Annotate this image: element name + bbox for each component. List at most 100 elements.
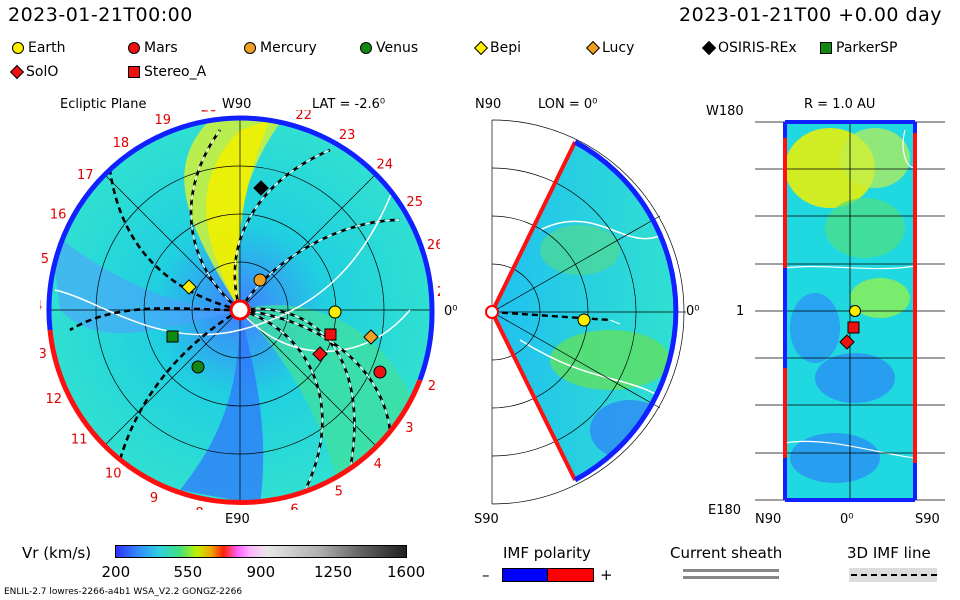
w180-label: W180 [706, 104, 744, 119]
imf-3d-label: 3D IMF line [847, 544, 931, 562]
carrington-label: 10 [105, 466, 122, 481]
velocity-colorbar [115, 545, 407, 558]
colorbar-tick-label: 900 [246, 563, 276, 581]
n90-label-2: N90 [475, 97, 502, 112]
carrington-label: 9 [150, 491, 158, 506]
legend-item-venus: Venus [360, 40, 418, 56]
solo-marker-3[interactable] [839, 334, 855, 350]
carrington-label: 8 [195, 506, 203, 510]
legend-label: Mercury [260, 40, 317, 56]
colorbar-tick-label: 200 [101, 563, 131, 581]
carrington-label: 20 [201, 110, 218, 115]
zero-label-1: 0⁰ [444, 304, 458, 319]
imf-minus-label: – [482, 566, 490, 584]
carrington-label: 16 [50, 207, 67, 222]
legend-item-earth: Earth [12, 40, 66, 56]
carrington-label: 13 [40, 347, 47, 362]
stereo-a-marker[interactable] [324, 328, 337, 341]
colorbar-tick-label: 550 [173, 563, 203, 581]
square-marker-icon [128, 66, 140, 78]
meridional-plot [485, 119, 686, 505]
sheath-line-1 [683, 569, 779, 572]
imf-polarity-label: IMF polarity [503, 544, 591, 562]
timestamp-right: 2023-01-21T00 +0.00 day [679, 4, 942, 26]
earth-marker-2[interactable] [577, 313, 591, 327]
carrington-label: 17 [77, 168, 94, 183]
s90-label-3: S90 [915, 512, 940, 527]
sun-icon [229, 299, 251, 321]
carrington-label: 6 [290, 503, 298, 510]
mars-marker[interactable] [373, 365, 387, 379]
legend-item-parkersp: ParkerSP [820, 40, 897, 56]
carrington-label: 12 [46, 392, 63, 407]
carrington-label: 3 [405, 421, 413, 436]
imf-3d-sample-line [851, 574, 937, 576]
zero-label-3: 0⁰ [840, 512, 854, 527]
solo-marker[interactable] [312, 346, 328, 362]
diamond-marker-icon [9, 64, 25, 80]
carrington-label: 19 [155, 113, 172, 128]
square-marker-icon [820, 42, 832, 54]
e90-label: E90 [225, 512, 250, 527]
bepi-marker[interactable] [181, 279, 197, 295]
carrington-label: 23 [339, 128, 356, 143]
legend-label: Mars [144, 40, 178, 56]
vr-label: Vr (km/s) [22, 544, 92, 562]
legend-item-osiris-rex: OSIRIS-REx [701, 40, 797, 56]
venus-marker[interactable] [191, 360, 205, 374]
carrington-label: 26 [427, 238, 440, 253]
sun-icon-2 [485, 305, 499, 319]
parkersp-marker[interactable] [166, 330, 179, 343]
legend-label: SolO [26, 64, 59, 80]
sheath-line-2 [683, 576, 779, 579]
imf-negative-swatch [502, 568, 549, 582]
carrington-label: 25 [406, 195, 423, 210]
legend-item-mercury: Mercury [244, 40, 317, 56]
zero-label-2: 0⁰ [686, 304, 700, 319]
diamond-marker-icon [473, 40, 489, 56]
s90-label-2: S90 [474, 512, 499, 527]
footer-model-info: ENLIL-2.7 lowres-2266-a4b1 WSA_V2.2 GONG… [4, 587, 243, 597]
carrington-label: 14 [40, 299, 42, 314]
carrington-label: 22 [295, 110, 312, 123]
ecliptic-title: Ecliptic Plane [60, 97, 147, 112]
legend-label: Lucy [602, 40, 635, 56]
one-label: 1 [736, 304, 745, 319]
diamond-marker-icon [585, 40, 601, 56]
legend-item-lucy: Lucy [585, 40, 635, 56]
legend-label: Venus [376, 40, 419, 56]
current-sheath-label: Current sheath [670, 544, 783, 562]
circle-marker-icon [360, 42, 372, 54]
imf-plus-label: + [600, 566, 613, 584]
w90-label: W90 [222, 97, 252, 112]
legend-label: ParkerSP [836, 40, 898, 56]
colorbar-tick-label: 1600 [387, 563, 426, 581]
legend-item-stereo-a: Stereo_A [128, 64, 206, 80]
legend-label: Stereo_A [144, 64, 207, 80]
lon-label: LON = 0⁰ [538, 97, 598, 112]
osiris-rex-marker[interactable] [253, 180, 269, 196]
legend-label: OSIRIS-REx [718, 40, 797, 56]
earth-marker-3[interactable] [849, 305, 861, 317]
circle-marker-icon [128, 42, 140, 54]
earth-marker[interactable] [328, 305, 342, 319]
imf-positive-swatch [547, 568, 594, 582]
legend-item-mars: Mars [128, 40, 178, 56]
circle-marker-icon [12, 42, 24, 54]
colorbar-tick-label: 1250 [314, 563, 353, 581]
legend-label: Bepi [490, 40, 521, 56]
lucy-marker[interactable] [363, 329, 379, 345]
carrington-label: 15 [40, 252, 49, 267]
carrington-label: 27 [437, 285, 440, 300]
e180-label: E180 [708, 503, 742, 518]
sphere-map-plot [755, 120, 945, 502]
stereo-a-marker-3[interactable] [847, 321, 860, 334]
mercury-marker[interactable] [253, 273, 267, 287]
carrington-label: 18 [113, 136, 130, 151]
carrington-label: 2 [428, 379, 436, 394]
timestamp-left: 2023-01-21T00:00 [8, 4, 193, 26]
r-label: R = 1.0 AU [804, 97, 876, 112]
legend-item-solo: SolO [9, 64, 59, 80]
n90-label-3: N90 [755, 512, 782, 527]
carrington-label: 11 [71, 433, 88, 448]
